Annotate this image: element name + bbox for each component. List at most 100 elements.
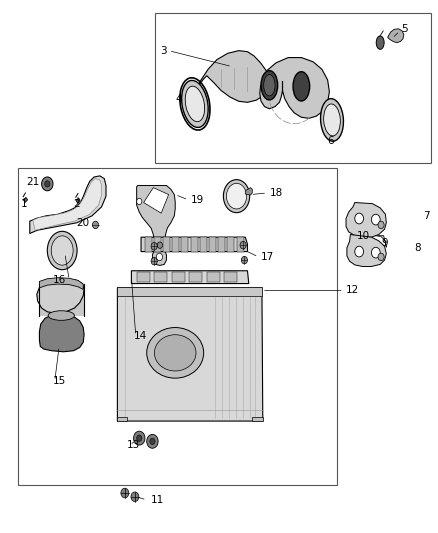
Polygon shape <box>154 237 161 252</box>
Polygon shape <box>117 287 262 296</box>
Ellipse shape <box>147 327 204 378</box>
Circle shape <box>355 213 364 224</box>
Text: 2: 2 <box>73 199 80 209</box>
Text: 3: 3 <box>160 46 166 55</box>
Polygon shape <box>39 284 84 316</box>
Circle shape <box>240 241 246 249</box>
Text: 15: 15 <box>53 376 66 386</box>
Circle shape <box>42 177 53 191</box>
Text: 12: 12 <box>346 286 359 295</box>
Polygon shape <box>39 313 84 352</box>
Circle shape <box>45 181 50 187</box>
Polygon shape <box>375 236 386 247</box>
Ellipse shape <box>264 75 275 96</box>
Polygon shape <box>172 237 179 252</box>
Polygon shape <box>199 51 269 102</box>
Text: 16: 16 <box>53 275 66 285</box>
Polygon shape <box>37 279 84 313</box>
Circle shape <box>150 438 155 445</box>
Polygon shape <box>181 237 188 252</box>
Circle shape <box>378 221 384 229</box>
Polygon shape <box>260 58 329 118</box>
Polygon shape <box>189 272 202 282</box>
Text: 8: 8 <box>414 243 420 253</box>
Polygon shape <box>117 417 127 421</box>
Ellipse shape <box>293 71 310 101</box>
Text: 1: 1 <box>21 199 28 209</box>
Polygon shape <box>131 271 249 284</box>
Circle shape <box>151 257 157 265</box>
Circle shape <box>147 434 158 448</box>
Polygon shape <box>224 272 237 282</box>
Polygon shape <box>137 185 175 265</box>
Circle shape <box>355 246 364 257</box>
Text: 10: 10 <box>357 231 370 240</box>
Polygon shape <box>346 203 386 237</box>
Ellipse shape <box>48 311 74 320</box>
Ellipse shape <box>261 70 278 100</box>
Ellipse shape <box>51 236 73 265</box>
Polygon shape <box>30 176 106 233</box>
Circle shape <box>121 488 129 498</box>
Polygon shape <box>200 237 207 252</box>
Text: 19: 19 <box>191 195 204 205</box>
Circle shape <box>137 435 142 441</box>
Circle shape <box>378 253 384 261</box>
Text: 14: 14 <box>134 331 147 341</box>
Polygon shape <box>163 237 170 252</box>
Circle shape <box>241 256 247 264</box>
Polygon shape <box>209 237 216 252</box>
Ellipse shape <box>321 99 343 141</box>
Text: 13: 13 <box>127 440 140 450</box>
Bar <box>155 13 431 163</box>
Text: 11: 11 <box>151 495 164 505</box>
Polygon shape <box>237 237 244 252</box>
Circle shape <box>371 247 380 258</box>
Text: 17: 17 <box>261 252 274 262</box>
Polygon shape <box>347 235 386 266</box>
Polygon shape <box>252 417 263 421</box>
Circle shape <box>134 431 145 445</box>
Ellipse shape <box>226 183 247 209</box>
Ellipse shape <box>185 86 205 122</box>
Polygon shape <box>207 272 220 282</box>
Polygon shape <box>245 188 252 195</box>
Ellipse shape <box>223 180 250 213</box>
Polygon shape <box>33 179 102 230</box>
Polygon shape <box>39 278 83 289</box>
Text: 9: 9 <box>381 238 388 247</box>
Polygon shape <box>218 237 225 252</box>
Polygon shape <box>137 272 150 282</box>
Polygon shape <box>388 29 404 43</box>
Ellipse shape <box>154 335 196 371</box>
Text: 4: 4 <box>175 94 182 103</box>
Text: 7: 7 <box>423 211 429 221</box>
Polygon shape <box>23 198 28 203</box>
Text: 6: 6 <box>327 136 334 146</box>
Text: 21: 21 <box>26 177 39 187</box>
Polygon shape <box>227 237 234 252</box>
Circle shape <box>157 242 162 248</box>
Circle shape <box>371 214 380 225</box>
Circle shape <box>151 243 157 250</box>
Circle shape <box>137 198 142 205</box>
Bar <box>18 168 337 485</box>
Polygon shape <box>154 272 167 282</box>
Polygon shape <box>172 272 185 282</box>
Polygon shape <box>145 237 152 252</box>
Polygon shape <box>117 288 263 421</box>
Polygon shape <box>144 188 169 213</box>
Polygon shape <box>191 237 198 252</box>
Polygon shape <box>141 237 247 252</box>
Circle shape <box>92 221 99 229</box>
Circle shape <box>131 492 139 502</box>
Text: 18: 18 <box>269 188 283 198</box>
Ellipse shape <box>324 104 340 136</box>
Ellipse shape <box>376 36 384 50</box>
Polygon shape <box>76 198 80 203</box>
Ellipse shape <box>47 231 77 270</box>
Ellipse shape <box>182 80 208 127</box>
Text: 20: 20 <box>77 218 90 228</box>
Circle shape <box>156 253 162 261</box>
Text: 5: 5 <box>401 25 407 34</box>
